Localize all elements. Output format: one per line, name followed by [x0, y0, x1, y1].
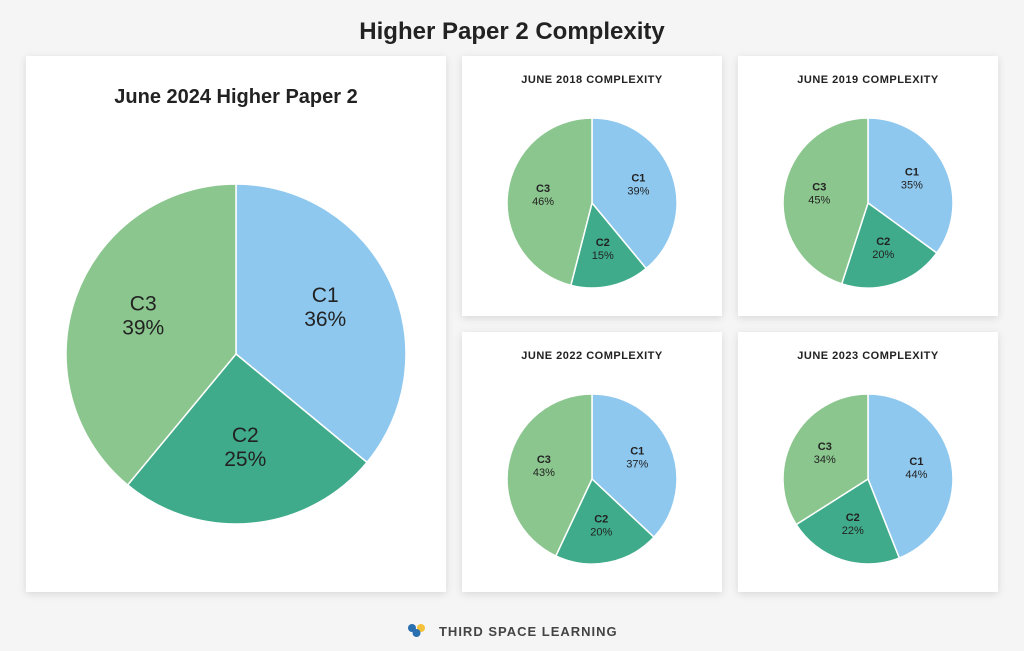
slice-label-pct-c2: 22% — [842, 525, 864, 537]
slice-label-name-c1: C1 — [312, 284, 339, 307]
small-chart-title-2: JUNE 2022 COMPLEXITY — [521, 332, 662, 366]
footer: THIRD SPACE LEARNING — [0, 622, 1024, 641]
slice-label-name-c2: C2 — [846, 512, 860, 524]
small-pie-wrap-2: C137% C220% C343% — [462, 366, 722, 592]
slice-label-pct-c1: 36% — [304, 308, 346, 331]
small-chart-title-1: JUNE 2019 COMPLEXITY — [797, 56, 938, 90]
small-chart-title-0: JUNE 2018 COMPLEXITY — [521, 56, 662, 90]
slice-label-name-c3: C3 — [537, 454, 551, 466]
slice-label-name-c1: C1 — [909, 456, 923, 468]
small-chart-card-1: JUNE 2019 COMPLEXITY C135% C220% C345% — [738, 56, 998, 316]
slice-label-name-c2: C2 — [876, 236, 890, 248]
slice-label-name-c2: C2 — [594, 513, 608, 525]
small-pie-0: C139% C215% C346% — [503, 114, 681, 292]
slice-label-name-c1: C1 — [905, 167, 919, 179]
slice-label-name-c2: C2 — [232, 424, 259, 447]
main-chart-title: June 2024 Higher Paper 2 — [114, 56, 357, 115]
slice-label-name-c1: C1 — [631, 172, 645, 184]
footer-text: THIRD SPACE LEARNING — [439, 624, 618, 639]
slice-label-pct-c1: 44% — [905, 469, 927, 481]
small-chart-card-0: JUNE 2018 COMPLEXITY C139% C215% C346% — [462, 56, 722, 316]
slice-label-pct-c2: 20% — [872, 249, 894, 261]
slice-label-pct-c2: 25% — [224, 448, 266, 471]
main-chart-card: June 2024 Higher Paper 2 C136% C225% C339% — [26, 56, 446, 592]
footer-logo-icon — [406, 622, 428, 641]
slice-label-pct-c1: 35% — [901, 180, 923, 192]
main-pie: C136% C225% C339% — [62, 180, 410, 528]
small-pie-3: C144% C222% C334% — [779, 390, 957, 568]
slice-label-pct-c3: 46% — [532, 196, 554, 208]
slice-label-pct-c3: 34% — [814, 454, 836, 466]
slice-label-pct-c2: 15% — [592, 250, 614, 262]
small-pie-1: C135% C220% C345% — [779, 114, 957, 292]
page-title: Higher Paper 2 Complexity — [0, 0, 1024, 56]
slice-label-name-c3: C3 — [130, 292, 157, 315]
slice-label-pct-c2: 20% — [590, 526, 612, 538]
slice-label-pct-c1: 37% — [626, 458, 648, 470]
small-chart-title-3: JUNE 2023 COMPLEXITY — [797, 332, 938, 366]
small-pie-wrap-1: C135% C220% C345% — [738, 90, 998, 316]
slice-label-pct-c1: 39% — [627, 185, 649, 197]
chart-grid: June 2024 Higher Paper 2 C136%C225%C339%… — [0, 56, 1024, 592]
small-pie-2: C137% C220% C343% — [503, 390, 681, 568]
slice-label-pct-c3: 45% — [808, 194, 830, 206]
slice-label-pct-c3: 39% — [122, 316, 164, 339]
slice-label-name-c3: C3 — [812, 181, 826, 193]
small-pie-wrap-0: C139% C215% C346% — [462, 90, 722, 316]
small-pie-wrap-3: C144% C222% C334% — [738, 366, 998, 592]
slice-label-name-c1: C1 — [630, 445, 644, 457]
small-chart-card-3: JUNE 2023 COMPLEXITY C144% C222% C334% — [738, 332, 998, 592]
slice-label-pct-c3: 43% — [533, 467, 555, 479]
slice-label-name-c3: C3 — [818, 441, 832, 453]
main-pie-wrap: C136% C225% C339% — [26, 115, 446, 592]
slice-label-name-c2: C2 — [596, 237, 610, 249]
small-chart-card-2: JUNE 2022 COMPLEXITY C137% C220% C343% — [462, 332, 722, 592]
slice-label-name-c3: C3 — [536, 183, 550, 195]
